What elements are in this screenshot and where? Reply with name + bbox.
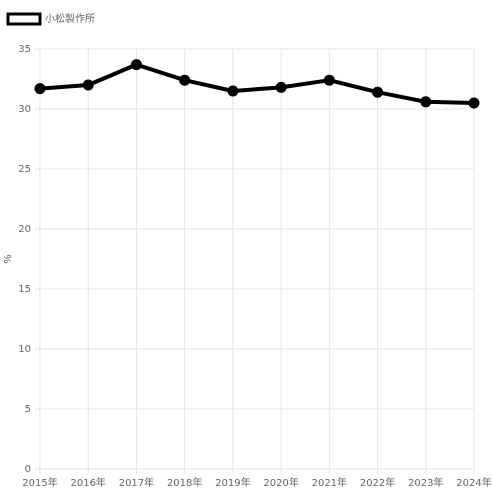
x-tick-label: 2024年 <box>456 476 491 489</box>
point <box>323 74 335 86</box>
x-tick-label: 2022年 <box>360 476 395 489</box>
point <box>420 96 432 108</box>
x-tick-label: 2023年 <box>408 476 443 489</box>
y-tick-label: 15 <box>18 284 31 295</box>
point <box>468 97 480 109</box>
legend-label: 小松製作所 <box>45 12 95 25</box>
line <box>39 62 475 105</box>
point <box>34 83 46 95</box>
point <box>130 59 142 71</box>
x-tick-label: 2019年 <box>215 476 250 489</box>
x-tick-label: 2020年 <box>263 476 298 489</box>
y-tick-label: 5 <box>25 404 31 415</box>
point <box>372 86 384 98</box>
y-tick-label: 25 <box>18 164 31 175</box>
x-tick-label: 2021年 <box>312 476 347 489</box>
x-tick-label: 2018年 <box>167 476 202 489</box>
legend-swatch <box>6 12 42 26</box>
point <box>82 79 94 91</box>
y-axis-label: % <box>3 254 14 264</box>
point <box>227 85 239 97</box>
x-tick-label: 2016年 <box>70 476 105 489</box>
point <box>275 81 287 93</box>
x-tick-label: 2017年 <box>119 476 154 489</box>
y-tick-label: 35 <box>18 44 31 55</box>
y-tick-label: 20 <box>18 224 31 235</box>
y-tick-label: 30 <box>18 104 31 115</box>
x-tick-label: 2015年 <box>22 476 57 489</box>
point <box>179 74 191 86</box>
y-tick-label: 0 <box>25 464 31 475</box>
y-tick-label: 10 <box>18 344 31 355</box>
